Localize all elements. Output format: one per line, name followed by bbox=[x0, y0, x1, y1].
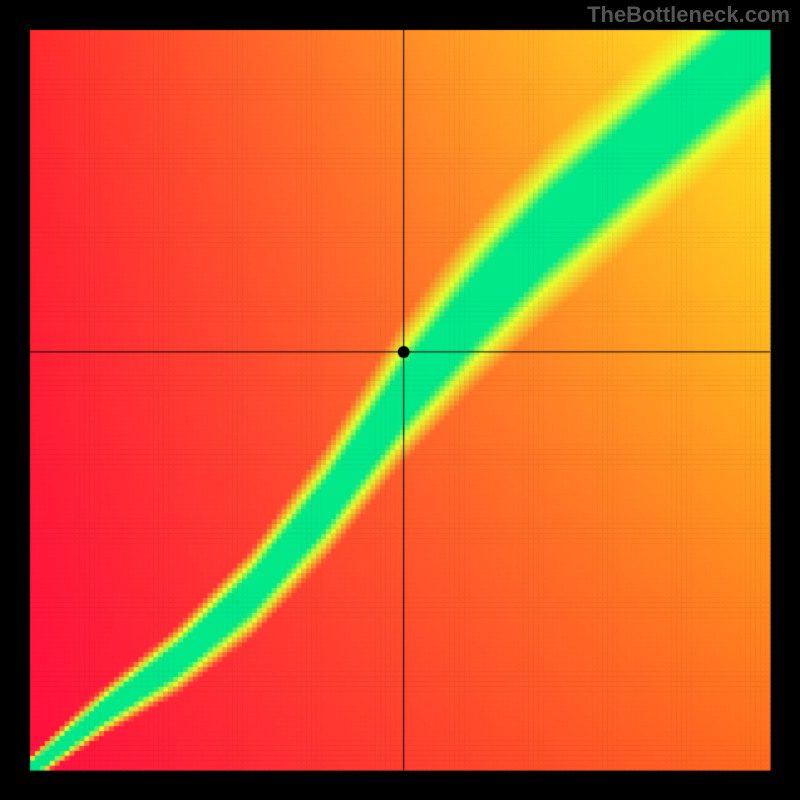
source-watermark: TheBottleneck.com bbox=[587, 2, 790, 28]
bottleneck-heatmap bbox=[0, 0, 800, 800]
